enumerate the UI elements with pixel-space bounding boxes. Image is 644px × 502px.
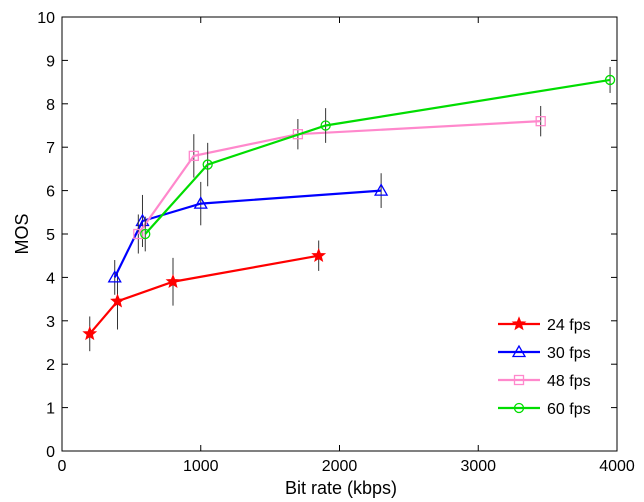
legend-marker <box>513 374 525 386</box>
y-axis-label: MOS <box>12 213 32 254</box>
legend: 24 fps 30 fps 48 fps 60 fps <box>489 305 609 437</box>
y-tick-label: 5 <box>46 227 55 244</box>
y-tick-label: 8 <box>46 97 55 114</box>
data-point <box>535 116 546 127</box>
legend-marker <box>513 402 525 414</box>
series-line <box>113 189 382 278</box>
x-tick-label: 2000 <box>322 458 358 475</box>
y-tick-label: 6 <box>46 184 55 201</box>
data-point <box>165 273 181 289</box>
legend-label: 60 fps <box>547 401 591 418</box>
series-48-fps <box>133 105 546 254</box>
data-point <box>110 293 125 308</box>
y-tick-label: 3 <box>46 314 55 331</box>
series-line <box>137 120 541 235</box>
data-point <box>188 150 199 162</box>
y-tick-label: 0 <box>46 444 55 461</box>
legend-label: 30 fps <box>547 345 591 362</box>
x-tick-label: 0 <box>58 458 67 475</box>
series-line <box>144 78 611 235</box>
data-point <box>374 183 389 196</box>
data-point <box>202 159 213 170</box>
legend-marker <box>511 344 527 358</box>
legend-entry: 60 fps <box>498 401 591 418</box>
data-point <box>311 247 327 262</box>
y-tick-label: 10 <box>37 10 55 27</box>
x-tick-label: 3000 <box>460 458 496 475</box>
series-line <box>88 254 319 335</box>
legend-box <box>489 305 609 437</box>
x-tick-label: 1000 <box>183 458 219 475</box>
y-tick-label: 7 <box>46 140 55 157</box>
axes: 0 1000 2000 3000 4000 0 1 2 3 4 5 6 7 8 9 10 <box>37 10 635 475</box>
data-point <box>140 228 151 240</box>
legend-marker <box>511 316 527 331</box>
data-point <box>320 120 331 131</box>
series-60-fps <box>140 66 616 252</box>
x-axis-label: Bit rate (kbps) <box>285 478 397 498</box>
data-point <box>133 228 144 240</box>
y-tick-label: 1 <box>46 401 55 418</box>
series-layer <box>82 66 616 352</box>
data-point <box>604 74 616 86</box>
legend-entry: 30 fps <box>498 344 591 362</box>
legend-entry: 48 fps <box>498 373 591 390</box>
legend-label: 48 fps <box>547 373 591 390</box>
series-24-fps <box>82 240 327 352</box>
legend-entry: 24 fps <box>498 316 591 334</box>
data-point <box>107 270 122 283</box>
series-30-fps <box>107 173 389 295</box>
y-tick-label: 4 <box>46 270 55 287</box>
data-point <box>82 326 98 341</box>
legend-label: 24 fps <box>547 317 591 334</box>
x-tick-label: 4000 <box>599 458 635 475</box>
y-tick-label: 9 <box>46 53 55 70</box>
data-point <box>193 196 208 209</box>
y-tick-label: 2 <box>46 357 55 374</box>
